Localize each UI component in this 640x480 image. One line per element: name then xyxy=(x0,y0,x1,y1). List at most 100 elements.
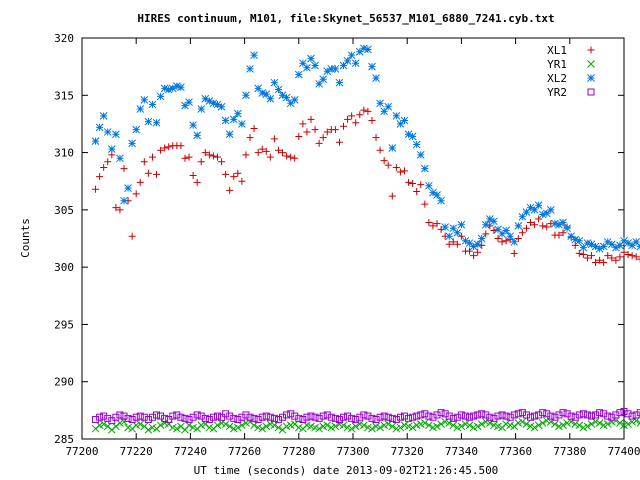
data-point xyxy=(603,238,612,246)
data-point xyxy=(514,222,523,230)
data-point xyxy=(445,412,453,420)
data-point xyxy=(181,101,189,110)
marker-stroke xyxy=(112,204,120,212)
marker-stroke xyxy=(425,412,433,420)
data-point xyxy=(616,419,624,427)
marker-stroke xyxy=(420,419,429,427)
marker-stroke xyxy=(534,421,543,430)
data-point xyxy=(238,177,246,185)
x-axis-ticks: 77200 77220 77240 77260 77280 77300 77320 77340… xyxy=(65,38,640,458)
marker-stroke xyxy=(153,411,161,419)
data-point xyxy=(433,411,441,419)
marker-stroke xyxy=(291,154,299,162)
data-point xyxy=(591,242,600,251)
x-tick-label: 77240 xyxy=(174,445,207,458)
marker-stroke xyxy=(543,410,551,418)
marker-stroke xyxy=(270,78,279,87)
data-point xyxy=(274,416,282,424)
marker-stroke xyxy=(299,416,307,424)
data-point xyxy=(624,410,632,418)
marker-stroke xyxy=(628,252,636,260)
data-point xyxy=(116,206,124,214)
data-point xyxy=(607,240,616,249)
data-point xyxy=(262,90,271,98)
data-point xyxy=(425,218,433,226)
marker-stroke xyxy=(506,232,515,241)
marker-stroke xyxy=(311,126,319,134)
marker-stroke xyxy=(347,51,356,60)
marker-stroke xyxy=(189,413,197,421)
data-point xyxy=(364,107,372,115)
data-point xyxy=(92,416,100,424)
data-point xyxy=(579,243,588,252)
data-point xyxy=(348,112,356,120)
marker-stroke xyxy=(437,409,445,417)
marker-stroke xyxy=(600,259,608,267)
data-point xyxy=(96,413,104,421)
data-point xyxy=(583,411,591,419)
data-point xyxy=(567,412,575,420)
data-point xyxy=(425,412,433,420)
data-point xyxy=(205,97,214,105)
marker-stroke xyxy=(441,223,449,231)
marker-stroke xyxy=(404,130,413,139)
marker-stroke xyxy=(616,253,624,261)
data-point xyxy=(380,107,389,116)
marker-stroke xyxy=(242,411,250,419)
data-point xyxy=(632,411,640,419)
marker-stroke xyxy=(218,158,226,166)
data-point xyxy=(323,128,331,136)
marker-stroke xyxy=(600,410,608,418)
marker-stroke xyxy=(201,149,209,157)
marker-stroke xyxy=(429,413,437,421)
marker-stroke xyxy=(396,168,404,176)
marker-stroke xyxy=(359,421,368,430)
data-point xyxy=(571,235,580,244)
data-point xyxy=(429,222,437,230)
data-point xyxy=(632,253,640,261)
marker-stroke xyxy=(107,145,116,153)
marker-stroke xyxy=(421,200,429,208)
data-point xyxy=(230,173,238,181)
marker-stroke xyxy=(323,67,332,76)
marker-stroke xyxy=(473,422,482,431)
data-point xyxy=(286,99,295,108)
data-point xyxy=(599,242,608,251)
data-point xyxy=(636,419,640,427)
data-point xyxy=(608,254,616,262)
marker-stroke xyxy=(160,84,169,93)
data-point xyxy=(234,416,242,424)
data-point xyxy=(571,413,579,421)
data-point xyxy=(148,100,157,109)
marker-stroke xyxy=(510,238,519,246)
data-point xyxy=(433,422,441,431)
marker-stroke xyxy=(156,92,165,101)
marker-stroke xyxy=(518,417,527,426)
data-point xyxy=(266,94,275,103)
data-point xyxy=(612,411,620,419)
marker-stroke xyxy=(624,239,632,247)
marker-stroke xyxy=(579,243,588,252)
marker-stroke xyxy=(522,420,531,428)
data-point xyxy=(563,224,571,233)
data-point xyxy=(172,424,181,433)
data-point xyxy=(172,82,181,90)
marker-stroke xyxy=(461,412,469,420)
marker-stroke xyxy=(388,414,396,422)
marker-stroke xyxy=(445,240,453,248)
data-point xyxy=(400,116,409,125)
marker-stroke xyxy=(331,422,340,431)
marker-stroke xyxy=(587,240,596,249)
data-point xyxy=(490,414,498,422)
marker-stroke xyxy=(226,412,234,420)
data-point xyxy=(600,410,608,418)
marker-stroke xyxy=(331,126,339,134)
data-point xyxy=(185,98,193,107)
data-point xyxy=(604,412,612,420)
marker-stroke xyxy=(250,414,258,422)
marker-stroke xyxy=(262,147,270,155)
data-point xyxy=(295,133,303,141)
marker-stroke xyxy=(457,220,466,229)
data-point xyxy=(233,423,242,432)
marker-stroke xyxy=(531,412,539,420)
